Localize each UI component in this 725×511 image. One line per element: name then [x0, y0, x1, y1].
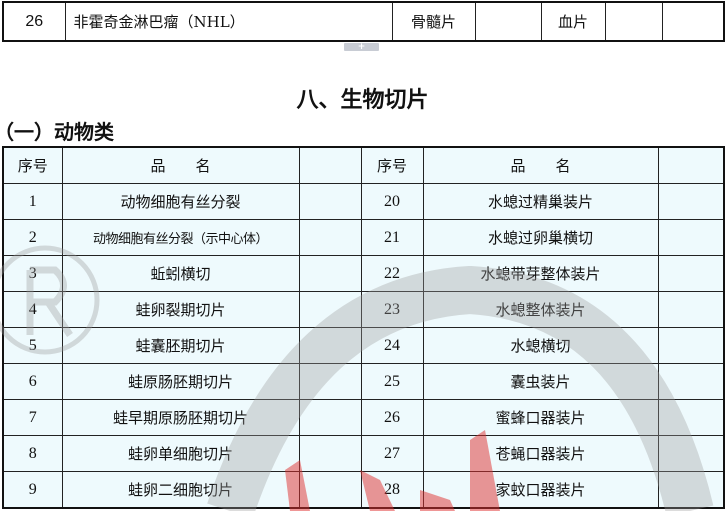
table-row: 7 蛙早期原肠胚期切片 26 蜜蜂口器装片 — [2, 399, 725, 436]
item-name: 苍蝇口器装片 — [422, 435, 659, 472]
row-number: 21 — [360, 219, 424, 256]
table-row: 3 蚯蚓横切 22 水螅带芽整体装片 — [2, 255, 725, 292]
item-name: 动物细胞有丝分裂 — [61, 183, 300, 220]
blank-cell — [657, 435, 725, 472]
blank-cell — [298, 363, 362, 400]
blank-cell — [657, 327, 725, 364]
header-name: 品 名 — [61, 146, 300, 184]
row-number: 26 — [2, 1, 66, 42]
blank-cell — [657, 183, 725, 220]
row-number: 3 — [2, 255, 63, 292]
row-number: 4 — [2, 291, 63, 328]
table-header-row: 序号 品 名 序号 品 名 — [2, 146, 725, 184]
item-name: 家蚊口器装片 — [422, 471, 659, 509]
previous-table: 26 非霍奇金淋巴瘤（NHL） 骨髓片 血片 — [2, 1, 725, 42]
table-row: 5 蛙囊胚期切片 24 水螅横切 — [2, 327, 725, 364]
item-name: 蛙卵裂期切片 — [61, 291, 300, 328]
cell — [661, 1, 725, 42]
blank-cell — [657, 363, 725, 400]
item-name: 动物细胞有丝分裂（示中心体） — [61, 219, 300, 256]
row-number: 9 — [2, 471, 63, 509]
row-number: 22 — [360, 255, 424, 292]
row-number: 24 — [360, 327, 424, 364]
blank-cell — [657, 219, 725, 256]
blank-cell — [298, 399, 362, 436]
blank-cell — [657, 255, 725, 292]
row-number: 26 — [360, 399, 424, 436]
blank-cell — [298, 219, 362, 256]
table-row: 8 蛙卵单细胞切片 27 苍蝇口器装片 — [2, 435, 725, 472]
table-row: 4 蛙卵裂期切片 23 水螅整体装片 — [2, 291, 725, 328]
table-row: 6 蛙原肠胚期切片 25 囊虫装片 — [2, 363, 725, 400]
item-name: 非霍奇金淋巴瘤（NHL） — [64, 1, 393, 42]
cell — [474, 1, 542, 42]
blank-cell — [298, 291, 362, 328]
row-number: 6 — [2, 363, 63, 400]
blank-cell — [657, 399, 725, 436]
table-row: 9 蛙卵二细胞切片 28 家蚊口器装片 — [2, 471, 725, 509]
subsection-title: （一）动物类 — [0, 120, 114, 144]
item-name: 水螅过精巢装片 — [422, 183, 659, 220]
row-number: 5 — [2, 327, 63, 364]
item-name: 蛙原肠胚期切片 — [61, 363, 300, 400]
header-blank — [657, 146, 725, 184]
blank-cell — [298, 471, 362, 509]
row-number: 25 — [360, 363, 424, 400]
page-break-plus-icon[interactable]: + — [344, 43, 379, 52]
header-no: 序号 — [360, 146, 424, 184]
table-row: 2 动物细胞有丝分裂（示中心体） 21 水螅过卵巢横切 — [2, 219, 725, 256]
row-number: 2 — [2, 219, 63, 256]
item-name: 水螅过卵巢横切 — [422, 219, 659, 256]
blank-cell — [298, 327, 362, 364]
item-name: 囊虫装片 — [422, 363, 659, 400]
header-no: 序号 — [2, 146, 63, 184]
row-number: 8 — [2, 435, 63, 472]
item-name: 水螅带芽整体装片 — [422, 255, 659, 292]
item-name: 蛙卵单细胞切片 — [61, 435, 300, 472]
item-name: 蛙囊胚期切片 — [61, 327, 300, 364]
blank-cell — [657, 291, 725, 328]
cell: 血片 — [540, 1, 606, 42]
cell: 骨髓片 — [391, 1, 476, 42]
header-blank — [298, 146, 362, 184]
item-name: 水螅整体装片 — [422, 291, 659, 328]
item-name: 蚯蚓横切 — [61, 255, 300, 292]
section-title: 八、生物切片 — [296, 88, 429, 113]
item-name: 蛙早期原肠胚期切片 — [61, 399, 300, 436]
item-name: 水螅横切 — [422, 327, 659, 364]
blank-cell — [298, 255, 362, 292]
row-number: 1 — [2, 183, 63, 220]
row-number: 28 — [360, 471, 424, 509]
table-row: 26 非霍奇金淋巴瘤（NHL） 骨髓片 血片 — [2, 1, 725, 42]
blank-cell — [657, 471, 725, 509]
cell — [604, 1, 663, 42]
blank-cell — [298, 183, 362, 220]
specimen-table: 序号 品 名 序号 品 名 1 动物细胞有丝分裂 20 水螅过精巢装片 2 动物细胞有丝分… — [2, 146, 725, 509]
row-number: 23 — [360, 291, 424, 328]
item-name: 蜜蜂口器装片 — [422, 399, 659, 436]
row-number: 20 — [360, 183, 424, 220]
table-row: 1 动物细胞有丝分裂 20 水螅过精巢装片 — [2, 183, 725, 220]
row-number: 7 — [2, 399, 63, 436]
row-number: 27 — [360, 435, 424, 472]
item-name: 蛙卵二细胞切片 — [61, 471, 300, 509]
header-name: 品 名 — [422, 146, 659, 184]
blank-cell — [298, 435, 362, 472]
